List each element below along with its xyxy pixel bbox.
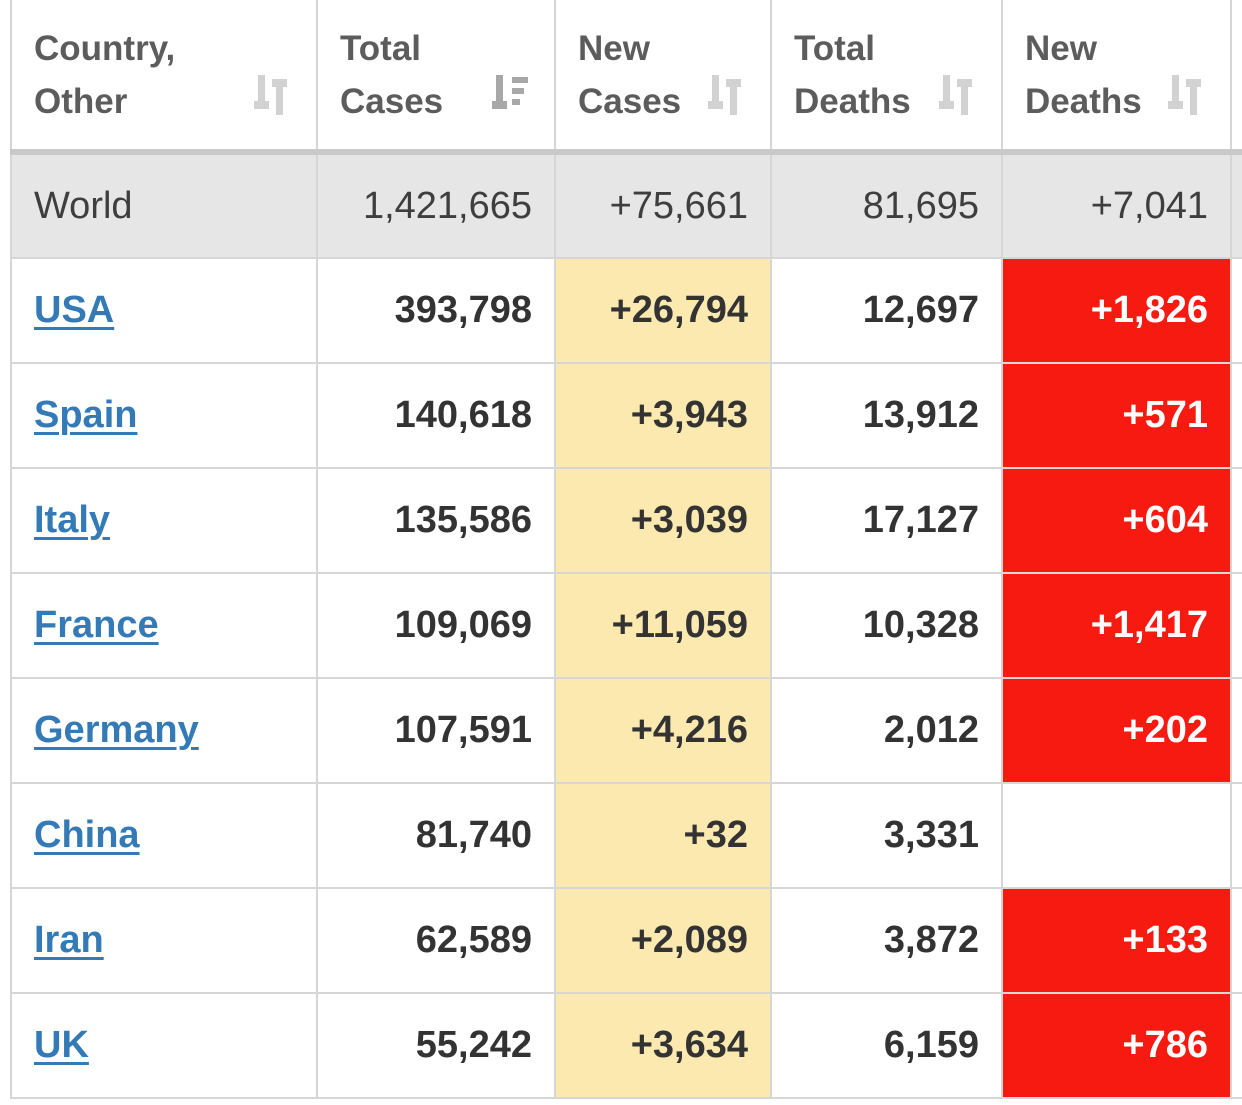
new-cases-cell: +3,943	[554, 362, 772, 469]
new-deaths-cell	[1001, 782, 1232, 889]
sort-both-icon[interactable]	[708, 75, 746, 115]
column-header-label: Total Cases	[340, 29, 444, 121]
country-cell: Germany	[10, 677, 318, 784]
new-cases-cell: +26,794	[554, 257, 772, 364]
new-deaths-cell: +133	[1001, 887, 1232, 994]
new-cases-cell: +11,059	[554, 572, 772, 679]
country-cell: UK	[10, 992, 318, 1099]
new-cases-cell: +75,661	[554, 151, 772, 259]
new-cases-cell: +3,634	[554, 992, 772, 1099]
column-header-label: Total Deaths	[794, 29, 911, 121]
country-link[interactable]: China	[34, 814, 140, 856]
country-cell: China	[10, 782, 318, 889]
covid-stats-table: Country, Other Total Cases	[10, 0, 1242, 1099]
country-link[interactable]: France	[34, 604, 159, 646]
column-header-new-deaths[interactable]: New Deaths	[1001, 0, 1232, 155]
new-deaths-cell: +1,417	[1001, 572, 1232, 679]
table-row: UK 55,242 +3,634 6,159 +786	[10, 992, 1242, 1099]
new-deaths-cell: +7,041	[1001, 151, 1232, 259]
column-header-label: Country, Other	[34, 29, 176, 121]
total-deaths-cell: 13,912	[770, 362, 1003, 469]
table-row: Spain 140,618 +3,943 13,912 +571	[10, 362, 1242, 469]
overflow-cell	[1230, 257, 1242, 364]
table-row: China 81,740 +32 3,331	[10, 782, 1242, 889]
new-cases-cell: +32	[554, 782, 772, 889]
overflow-cell	[1230, 151, 1242, 259]
overflow-cell	[1230, 782, 1242, 889]
sort-both-icon[interactable]	[939, 75, 977, 115]
sort-both-icon[interactable]	[254, 75, 292, 115]
country-cell: USA	[10, 257, 318, 364]
country-link[interactable]: Iran	[34, 919, 104, 961]
table-row: USA 393,798 +26,794 12,697 +1,826	[10, 257, 1242, 364]
covid-stats-table-container: Country, Other Total Cases	[10, 0, 1242, 1105]
total-cases-cell: 1,421,665	[316, 151, 556, 259]
total-deaths-cell: 3,331	[770, 782, 1003, 889]
country-cell: Spain	[10, 362, 318, 469]
total-cases-cell: 140,618	[316, 362, 556, 469]
total-deaths-cell: 6,159	[770, 992, 1003, 1099]
country-link[interactable]: Italy	[34, 499, 111, 541]
total-cases-cell: 81,740	[316, 782, 556, 889]
country-cell: Italy	[10, 467, 318, 574]
overflow-cell	[1230, 572, 1242, 679]
table-header-row: Country, Other Total Cases	[10, 0, 1242, 155]
country-link[interactable]: USA	[34, 289, 115, 331]
country-cell: France	[10, 572, 318, 679]
column-header-label: New Cases	[578, 29, 682, 121]
overflow-cell	[1230, 677, 1242, 784]
total-cases-cell: 62,589	[316, 887, 556, 994]
country-link[interactable]: Spain	[34, 394, 138, 436]
table-row: Iran 62,589 +2,089 3,872 +133	[10, 887, 1242, 994]
sort-both-icon[interactable]	[1168, 75, 1206, 115]
table-row: Italy 135,586 +3,039 17,127 +604	[10, 467, 1242, 574]
total-cases-cell: 393,798	[316, 257, 556, 364]
column-header-total-cases[interactable]: Total Cases	[316, 0, 556, 155]
new-cases-cell: +2,089	[554, 887, 772, 994]
sort-desc-icon[interactable]	[492, 75, 530, 115]
new-deaths-cell: +1,826	[1001, 257, 1232, 364]
new-cases-cell: +3,039	[554, 467, 772, 574]
new-deaths-cell: +786	[1001, 992, 1232, 1099]
total-cases-cell: 109,069	[316, 572, 556, 679]
new-deaths-cell: +571	[1001, 362, 1232, 469]
total-deaths-cell: 12,697	[770, 257, 1003, 364]
new-deaths-cell: +604	[1001, 467, 1232, 574]
column-header-label: New Deaths	[1025, 29, 1142, 121]
column-header-country[interactable]: Country, Other	[10, 0, 318, 155]
table-row: Germany 107,591 +4,216 2,012 +202	[10, 677, 1242, 784]
table-row-world: World 1,421,665 +75,661 81,695 +7,041	[10, 151, 1242, 259]
country-cell: Iran	[10, 887, 318, 994]
total-cases-cell: 135,586	[316, 467, 556, 574]
new-cases-cell: +4,216	[554, 677, 772, 784]
total-deaths-cell: 81,695	[770, 151, 1003, 259]
total-deaths-cell: 2,012	[770, 677, 1003, 784]
total-cases-cell: 55,242	[316, 992, 556, 1099]
overflow-cell	[1230, 887, 1242, 994]
total-deaths-cell: 10,328	[770, 572, 1003, 679]
country-link[interactable]: UK	[34, 1024, 89, 1066]
country-link[interactable]: Germany	[34, 709, 199, 751]
total-deaths-cell: 17,127	[770, 467, 1003, 574]
column-header-new-cases[interactable]: New Cases	[554, 0, 772, 155]
total-cases-cell: 107,591	[316, 677, 556, 784]
total-deaths-cell: 3,872	[770, 887, 1003, 994]
column-header-overflow	[1230, 0, 1242, 155]
table-row: France 109,069 +11,059 10,328 +1,417	[10, 572, 1242, 679]
overflow-cell	[1230, 992, 1242, 1099]
overflow-cell	[1230, 362, 1242, 469]
country-cell: World	[10, 151, 318, 259]
column-header-total-deaths[interactable]: Total Deaths	[770, 0, 1003, 155]
new-deaths-cell: +202	[1001, 677, 1232, 784]
overflow-cell	[1230, 467, 1242, 574]
